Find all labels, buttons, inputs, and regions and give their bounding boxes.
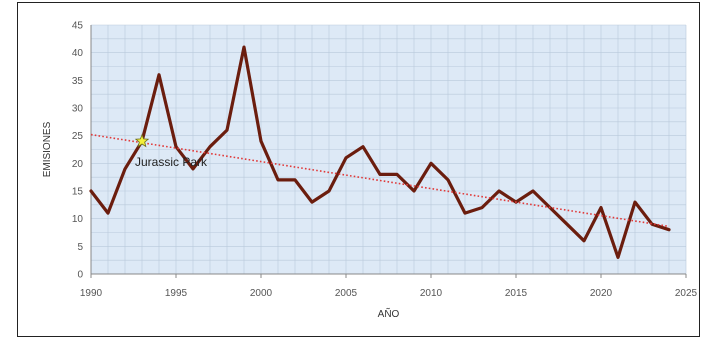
y-tick-label: 10	[72, 214, 84, 225]
y-axis-title: EMISIONES	[42, 121, 53, 177]
x-tick-label: 1995	[165, 288, 188, 299]
y-tick-label: 30	[72, 104, 84, 115]
x-tick-label: 2000	[250, 288, 273, 299]
series-layer	[89, 45, 671, 259]
trend-line	[90, 133, 670, 228]
y-tick-label: 35	[72, 76, 84, 87]
x-tick-label: 1990	[80, 288, 103, 299]
axes	[90, 25, 687, 278]
emissions-line	[89, 45, 671, 259]
grid	[91, 24, 687, 274]
y-tick-label: 40	[72, 48, 84, 59]
x-tick-label: 2005	[335, 288, 358, 299]
y-tick-label: 45	[72, 21, 84, 32]
annotation-label: Jurassic Park	[135, 155, 208, 169]
x-tick-label: 2020	[590, 288, 613, 299]
chart-frame: 0 5 10 15 20 25 30 35 40 45 1990 1995 2000 2005 2010 20…	[17, 2, 700, 337]
x-axis-title: AÑO	[378, 307, 400, 320]
x-tick-label: 2010	[420, 288, 443, 299]
y-tick-label: 15	[72, 187, 84, 198]
y-tick-label: 5	[77, 242, 83, 253]
star-marker	[134, 133, 150, 148]
annotations: Jurassic Park	[134, 133, 208, 169]
y-tick-label: 20	[72, 159, 84, 170]
y-tick-label: 25	[72, 131, 84, 142]
x-tick-label: 2015	[505, 288, 528, 299]
x-tick-label: 2025	[675, 288, 698, 299]
y-tick-label: 0	[77, 270, 83, 281]
